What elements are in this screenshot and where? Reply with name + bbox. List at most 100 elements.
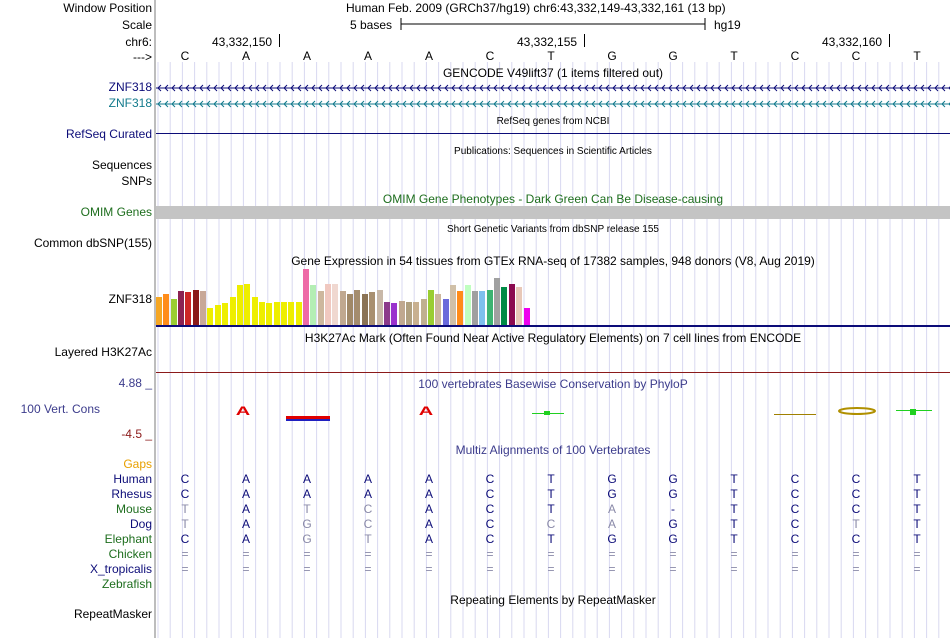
gtex-tissue-bar[interactable] xyxy=(163,293,170,325)
refseq-track-label[interactable]: RefSeq Curated xyxy=(65,127,152,141)
gtex-tissue-bar[interactable] xyxy=(288,302,295,325)
species-label[interactable]: Zebrafish xyxy=(101,577,152,591)
gtex-tissue-bar[interactable] xyxy=(472,290,479,325)
gtex-tissue-bar[interactable] xyxy=(273,302,280,325)
gtex-tissue-bar[interactable] xyxy=(200,290,207,325)
gtex-track-title[interactable]: Gene Expression in 54 tissues from GTEx … xyxy=(291,254,815,268)
omim-phenotype-bar[interactable] xyxy=(156,206,950,219)
position-tick-1 xyxy=(279,34,280,47)
alignment-base: C xyxy=(790,487,800,501)
alignment-base: = xyxy=(852,562,860,576)
gencode-track-title[interactable]: GENCODE V49lift37 (1 items filtered out) xyxy=(442,66,664,80)
species-label[interactable]: Mouse xyxy=(115,502,152,516)
gtex-tissue-bar[interactable] xyxy=(354,289,361,325)
gtex-tissue-bar[interactable] xyxy=(427,289,434,325)
gtex-tissue-bar[interactable] xyxy=(295,302,302,325)
gtex-bar-chart[interactable] xyxy=(156,268,536,325)
gtex-tissue-bar[interactable] xyxy=(405,302,412,325)
strand-arrow xyxy=(920,84,925,92)
h3k27ac-track-title[interactable]: H3K27Ac Mark (Often Found Near Active Re… xyxy=(304,331,802,345)
gtex-tissue-bar[interactable] xyxy=(192,289,199,325)
repeatmasker-track-title[interactable]: Repeating Elements by RepeatMasker xyxy=(450,593,656,607)
gtex-tissue-bar[interactable] xyxy=(450,285,457,325)
gtex-tissue-bar[interactable] xyxy=(207,307,214,325)
dbsnp-track-title[interactable]: Short Genetic Variants from dbSNP releas… xyxy=(447,224,659,235)
gtex-tissue-bar[interactable] xyxy=(369,291,376,325)
gtex-tissue-bar[interactable] xyxy=(523,307,530,325)
strand-arrow xyxy=(332,84,337,92)
gtex-tissue-bar[interactable] xyxy=(266,303,273,325)
gtex-tissue-bar[interactable] xyxy=(325,283,332,325)
gtex-tissue-bar[interactable] xyxy=(442,299,449,325)
gtex-tissue-bar[interactable] xyxy=(229,296,236,325)
publications-track-title[interactable]: Publications: Sequences in Scientific Ar… xyxy=(454,146,652,157)
gtex-tissue-bar[interactable] xyxy=(222,303,229,325)
cons-track-label[interactable]: 100 Vert. Cons xyxy=(20,402,100,416)
strand-arrow xyxy=(416,84,421,92)
gtex-tissue-bar[interactable] xyxy=(361,293,368,325)
gtex-tissue-bar[interactable] xyxy=(280,302,287,325)
species-label[interactable]: Human xyxy=(113,472,152,486)
cons-track-title[interactable]: 100 vertebrates Basewise Conservation by… xyxy=(418,377,688,391)
h3k27ac-track-label[interactable]: Layered H3K27Ac xyxy=(54,345,152,359)
gtex-tissue-bar[interactable] xyxy=(251,296,258,325)
gencode-item-label-2[interactable]: ZNF318 xyxy=(108,96,152,110)
gtex-tissue-bar[interactable] xyxy=(347,293,354,325)
strand-arrow xyxy=(276,100,281,108)
gtex-tissue-bar[interactable] xyxy=(398,301,405,325)
gtex-tissue-bar[interactable] xyxy=(479,290,486,325)
gtex-tissue-bar[interactable] xyxy=(383,302,390,325)
gtex-tissue-bar[interactable] xyxy=(501,287,508,325)
gtex-tissue-bar[interactable] xyxy=(457,290,464,325)
species-label[interactable]: Rhesus xyxy=(111,487,152,501)
repeatmasker-track-label[interactable]: RepeatMasker xyxy=(73,607,152,621)
gtex-tissue-bar[interactable] xyxy=(516,287,523,325)
gtex-tissue-bar[interactable] xyxy=(258,302,265,325)
gtex-tissue-bar[interactable] xyxy=(464,285,471,325)
species-label[interactable]: Elephant xyxy=(104,532,152,546)
gtex-tissue-bar[interactable] xyxy=(376,289,383,325)
reference-base: T xyxy=(913,49,921,63)
gtex-tissue-bar[interactable] xyxy=(303,269,310,325)
gtex-tissue-bar[interactable] xyxy=(185,291,192,325)
publications-sequences-label[interactable]: Sequences xyxy=(91,158,152,172)
gtex-tissue-bar[interactable] xyxy=(178,290,185,325)
gtex-tissue-bar[interactable] xyxy=(413,302,420,325)
gtex-track-label[interactable]: ZNF318 xyxy=(108,292,152,306)
multiz-track-title[interactable]: Multiz Alignments of 100 Vertebrates xyxy=(455,443,651,457)
publications-snps-label[interactable]: SNPs xyxy=(121,174,152,188)
gtex-tissue-bar[interactable] xyxy=(339,290,346,325)
dbsnp-track-label[interactable]: Common dbSNP(155) xyxy=(33,236,152,250)
gtex-tissue-bar[interactable] xyxy=(310,285,317,325)
refseq-transcript-line[interactable] xyxy=(156,133,950,134)
gtex-tissue-bar[interactable] xyxy=(435,293,442,325)
gencode-transcripts[interactable] xyxy=(156,80,950,120)
track-data-column[interactable]: Human Feb. 2009 (GRCh37/hg19) chr6:43,33… xyxy=(156,0,950,638)
reference-base: C xyxy=(851,49,861,63)
omim-track-label[interactable]: OMIM Genes xyxy=(80,205,152,219)
gtex-tissue-bar[interactable] xyxy=(244,283,251,325)
gtex-tissue-bar[interactable] xyxy=(214,305,221,325)
gtex-tissue-bar[interactable] xyxy=(332,283,339,325)
gtex-tissue-bar[interactable] xyxy=(317,290,324,325)
strand-arrow xyxy=(234,84,239,92)
gtex-tissue-bar[interactable] xyxy=(508,283,515,325)
gtex-tissue-bar[interactable] xyxy=(156,296,163,325)
gtex-tissue-bar[interactable] xyxy=(486,289,493,325)
species-label[interactable]: X_tropicalis xyxy=(89,562,152,576)
omim-track-title[interactable]: OMIM Gene Phenotypes - Dark Green Can Be… xyxy=(382,192,724,206)
alignment-base: = xyxy=(547,562,555,576)
alignment-base: G xyxy=(302,532,312,546)
gtex-tissue-bar[interactable] xyxy=(494,278,501,325)
gtex-tissue-bar[interactable] xyxy=(391,303,398,325)
refseq-track-title[interactable]: RefSeq genes from NCBI xyxy=(496,116,610,127)
strand-arrow xyxy=(591,100,596,108)
species-label[interactable]: Chicken xyxy=(108,547,152,561)
gtex-tissue-bar[interactable] xyxy=(170,299,177,325)
species-label[interactable]: Dog xyxy=(129,517,152,531)
gtex-tissue-bar[interactable] xyxy=(420,299,427,325)
gtex-tissue-bar[interactable] xyxy=(236,285,243,325)
h3k27ac-signal-line[interactable] xyxy=(156,372,950,373)
cons-logo[interactable]: A A xyxy=(156,395,950,435)
gencode-item-label-1[interactable]: ZNF318 xyxy=(108,80,152,94)
